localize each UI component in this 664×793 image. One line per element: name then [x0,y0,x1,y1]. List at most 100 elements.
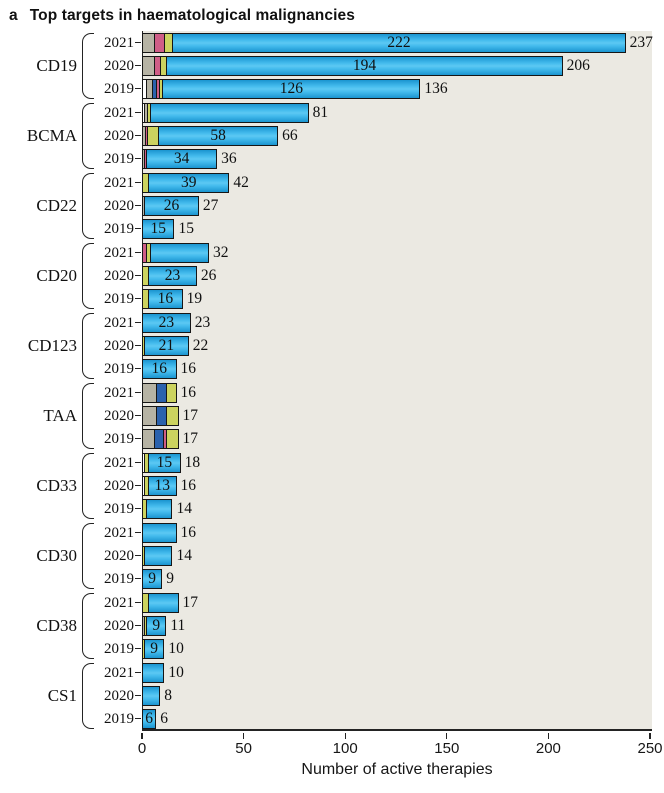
bar-track: 23 26 [142,266,664,286]
bar-track: 58 66 [142,126,664,146]
group-rows: 2021 17 2020 9 11 2019 9 10 [94,591,664,661]
stacked-bar [142,359,177,379]
group-label: CD19 [36,56,77,75]
bar-track: 32 [142,243,664,263]
bar-segment-royal [157,407,168,425]
bar-row: 2021 17 [94,593,664,613]
stacked-bar [142,289,183,309]
bar-segment-cyan [143,710,156,728]
chart-group: CD33 2021 15 18 2020 13 16 2019 14 [0,451,664,521]
year-label: 2020 [104,548,134,564]
bar-total-value: 6 [160,710,168,727]
bar-row: 2019 16 19 [94,289,664,309]
group-label: CS1 [47,686,77,705]
bar-segment-pink [164,430,168,448]
bar-segment-yellow [143,500,148,518]
year-tick [134,663,142,683]
stacked-bar [142,523,177,543]
year-label: 2019 [104,291,134,307]
bar-segment-gray [143,384,158,402]
bar-total-value: 237 [629,34,653,51]
bar-segment-cyan [149,454,180,472]
group-rows: 2021 16 2020 14 2019 9 9 [94,521,664,591]
year-label: 2019 [104,361,134,377]
group-rows: 2021 10 2020 8 2019 6 6 [94,661,664,731]
year-label: 2019 [104,711,134,727]
year-label: 2020 [104,58,134,74]
bar-track: 16 19 [142,289,664,309]
stacked-bar [142,219,175,239]
chart-group: CD20 2021 32 2020 23 26 2019 16 19 [0,241,664,311]
year-tick [134,336,142,356]
year-label: 2021 [104,35,134,51]
bar-segment-yellow [143,547,146,565]
bar-inner-value: 194 [352,57,377,74]
bar-row: 2019 14 [94,499,664,519]
bar-segment-royal [157,384,168,402]
bar-segment-gray [145,104,149,122]
stacked-bar [142,336,189,356]
bar-inner-value: 9 [152,617,161,634]
bar-inner-value: 16 [151,360,168,377]
group-bracket [82,173,94,239]
x-axis-tick [649,733,651,739]
bar-inner-value: 6 [145,710,153,727]
group-label-cell: CS1 [0,661,82,731]
bar-row: 2021 32 [94,243,664,263]
bar-total-value: 16 [180,524,197,541]
year-tick [134,709,142,729]
bar-segment-white [143,80,148,98]
bar-segment-cyan [147,150,217,168]
stacked-bar [142,313,191,333]
year-tick [134,476,142,496]
group-label-cell: CD20 [0,241,82,311]
bar-segment-cyan [147,617,166,635]
bar-total-value: 19 [186,290,203,307]
bar-inner-value: 9 [150,640,159,657]
bar-row: 2019 9 9 [94,569,664,589]
year-tick [134,173,142,193]
bar-segment-yellow [148,127,160,145]
stacked-bar [142,173,230,193]
stacked-bar [142,126,279,146]
x-axis-tick [446,733,448,739]
year-label: 2019 [104,641,134,657]
panel-letter: a [9,7,18,24]
group-label-cell: CD19 [0,31,82,101]
bar-segment-cyan [143,687,160,705]
bar-segment-white [143,454,146,472]
chart-group: BCMA 2021 81 2020 58 66 2019 34 36 [0,101,664,171]
bar-segment-yellow [145,617,148,635]
bar-inner-value: 39 [180,174,197,191]
bar-segment-gray [143,197,146,215]
year-tick [134,219,142,239]
year-tick [134,313,142,333]
bar-row: 2021 16 [94,523,664,543]
bar-total-value: 16 [180,384,197,401]
bar-total-value: 8 [164,687,172,704]
bar-total-value: 18 [184,454,201,471]
bar-segment-yellow [143,640,146,658]
bar-segment-white [143,477,146,495]
bar-inner-value: 15 [156,454,173,471]
bar-inner-value: 9 [148,570,157,587]
year-tick [134,56,142,76]
bar-segment-gray [147,80,154,98]
bar-segment-pink [155,34,166,52]
x-axis-tick-label: 100 [332,740,358,757]
year-label: 2020 [104,338,134,354]
stacked-bar [142,429,179,449]
bar-segment-gray [143,407,158,425]
bar-segment-cyan [167,57,562,75]
bar-row: 2021 23 23 [94,313,664,333]
year-label: 2020 [104,268,134,284]
bar-segment-cyan [145,640,164,658]
year-tick [134,289,142,309]
bar-track: 39 42 [142,173,664,193]
bar-inner-value: 23 [164,267,181,284]
bar-segment-yellow [148,104,152,122]
bar-segment-cyan [143,314,190,332]
bar-segment-cyan [149,594,178,612]
bar-segment-cyan [173,34,625,52]
